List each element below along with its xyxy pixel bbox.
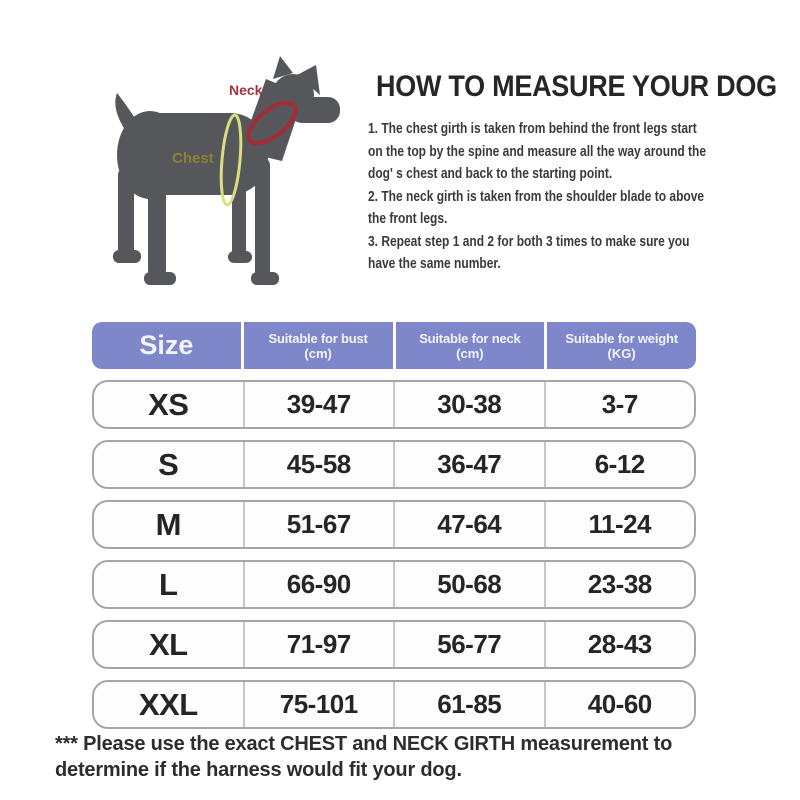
size-chart-header-row: Size Suitable for bust (cm) Suitable for… xyxy=(92,322,696,369)
size-chart-table: Size Suitable for bust (cm) Suitable for… xyxy=(92,322,696,729)
neck-cell: 47-64 xyxy=(393,502,544,547)
weight-cell: 28-43 xyxy=(543,622,695,667)
col-header-neck-unit: (cm) xyxy=(456,345,484,361)
size-cell: L xyxy=(159,566,178,602)
col-header-weight-unit: (KG) xyxy=(607,345,636,361)
table-row: XS 39-47 30-38 3-7 xyxy=(92,380,696,429)
chest-girth-ring xyxy=(219,113,243,207)
table-row: M 51-67 47-64 11-24 xyxy=(92,500,696,549)
measuring-instructions: 1. The chest girth is taken from behind … xyxy=(368,120,707,272)
size-cell: S xyxy=(158,446,179,482)
col-header-bust-unit: (cm) xyxy=(304,345,332,361)
fit-disclaimer-note: *** Please use the exact CHEST and NECK … xyxy=(55,733,673,781)
size-cell: XXL xyxy=(138,686,198,722)
col-header-weight-label: Suitable for weight xyxy=(565,330,678,346)
weight-cell: 6-12 xyxy=(543,442,695,487)
neck-label: Neck xyxy=(229,82,263,98)
col-header-weight: Suitable for weight (KG) xyxy=(544,322,696,369)
page-title: HOW TO MEASURE YOUR DOG xyxy=(376,70,777,103)
bust-cell: 45-58 xyxy=(242,442,394,487)
size-cell: M xyxy=(155,506,182,542)
col-header-size: Size xyxy=(139,330,194,360)
bust-cell: 66-90 xyxy=(242,562,394,607)
neck-cell: 30-38 xyxy=(393,382,544,427)
weight-cell: 3-7 xyxy=(543,382,695,427)
weight-cell: 40-60 xyxy=(543,682,695,727)
weight-cell: 11-24 xyxy=(543,502,695,547)
neck-cell: 36-47 xyxy=(393,442,544,487)
bust-cell: 51-67 xyxy=(242,502,394,547)
col-header-neck-label: Suitable for neck xyxy=(419,330,521,346)
size-cell: XS xyxy=(148,386,189,422)
col-header-bust-label: Suitable for bust xyxy=(268,330,368,346)
table-row: XL 71-97 56-77 28-43 xyxy=(92,620,696,669)
dog-silhouette-illustration xyxy=(113,56,340,285)
table-row: XXL 75-101 61-85 40-60 xyxy=(92,680,696,729)
dog-silhouette xyxy=(113,56,340,285)
neck-girth-ring xyxy=(246,100,298,146)
neck-cell: 50-68 xyxy=(393,562,544,607)
table-row: S 45-58 36-47 6-12 xyxy=(92,440,696,489)
table-row: L 66-90 50-68 23-38 xyxy=(92,560,696,609)
col-header-bust: Suitable for bust (cm) xyxy=(240,322,393,369)
bust-cell: 71-97 xyxy=(242,622,394,667)
size-cell: XL xyxy=(148,626,188,662)
weight-cell: 23-38 xyxy=(543,562,695,607)
chest-label: Chest xyxy=(172,150,214,167)
bust-cell: 39-47 xyxy=(242,382,394,427)
bust-cell: 75-101 xyxy=(242,682,394,727)
neck-cell: 61-85 xyxy=(393,682,544,727)
col-header-neck: Suitable for neck (cm) xyxy=(392,322,545,369)
neck-cell: 56-77 xyxy=(393,622,544,667)
dog-measurement-diagram: Neck Chest xyxy=(90,53,362,301)
